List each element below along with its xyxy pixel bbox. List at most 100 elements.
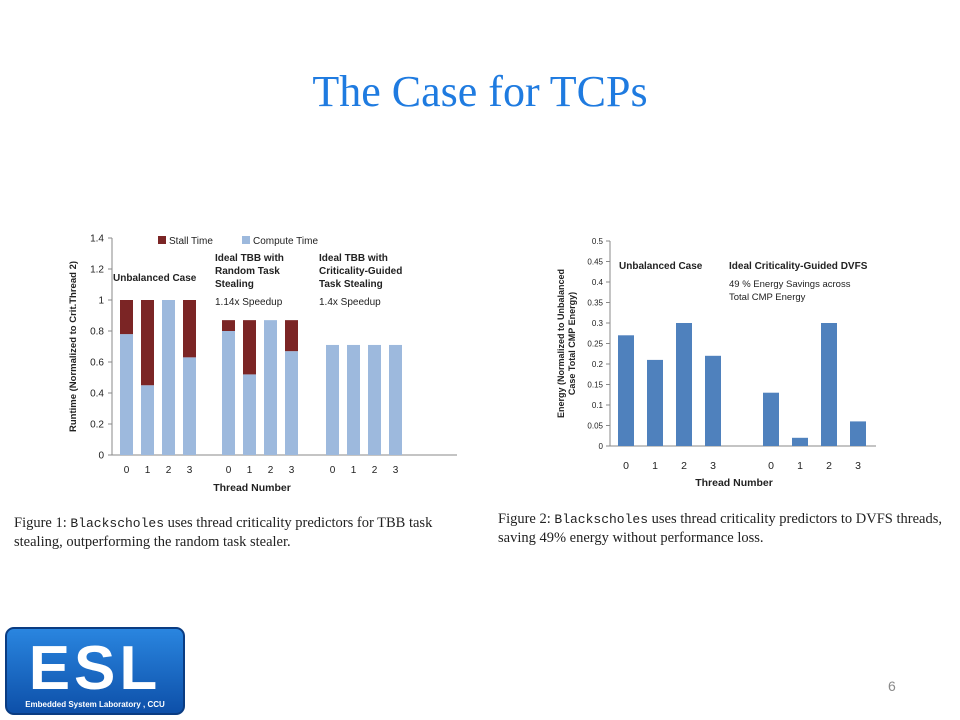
group-title: Ideal Criticality-Guided DVFS	[729, 261, 868, 272]
esl-logo-svg: ESL Embedded System Laboratory , CCU	[5, 627, 185, 715]
stall-bar	[120, 300, 133, 335]
y-axis-label: Runtime (Normalized to Crit.Thread 2)	[68, 261, 79, 432]
group-title: Ideal TBB with	[215, 253, 284, 264]
y-tick-label: 0.45	[587, 258, 603, 267]
figure1-caption-code: Blackscholes	[70, 516, 165, 531]
group-note: 49 % Energy Savings across	[729, 279, 851, 290]
y-tick-label: 0.1	[592, 401, 604, 410]
stall-bar	[141, 300, 154, 386]
y-tick-label: 0.3	[592, 319, 604, 328]
group-title: Random Task	[215, 266, 280, 277]
compute-bar	[183, 357, 196, 455]
stall-bar	[222, 320, 235, 331]
x-axis-label: Thread Number	[695, 477, 773, 489]
compute-bar	[141, 385, 154, 455]
compute-bar	[162, 300, 175, 455]
logo-letters: ESL	[29, 634, 162, 703]
y-axis-label: Case Total CMP Energy)	[567, 292, 577, 395]
group-title: Unbalanced Case	[619, 261, 703, 272]
y-tick-label: 0	[98, 451, 104, 462]
x-tick-label: 2	[166, 465, 172, 476]
compute-bar	[243, 374, 256, 455]
legend-label-compute: Compute Time	[253, 236, 318, 247]
x-tick-label: 0	[623, 460, 629, 472]
y-tick-label: 0.5	[592, 237, 604, 246]
y-tick-label: 1	[98, 296, 104, 307]
y-tick-label: 0.2	[90, 420, 104, 431]
x-tick-label: 0	[226, 465, 232, 476]
x-tick-label: 2	[372, 465, 378, 476]
energy-bar	[705, 355, 721, 446]
group-title: Criticality-Guided	[319, 266, 402, 277]
figure1-caption-text: uses thread criticality predictors for T…	[14, 515, 433, 550]
y-axis-label: Energy (Normalized to Unbalanced	[556, 269, 566, 418]
y-tick-label: 0	[599, 442, 604, 451]
logo-background	[5, 627, 185, 715]
page-number: 6	[888, 678, 896, 694]
group-note: Total CMP Energy	[729, 292, 806, 303]
energy-bar	[850, 421, 866, 446]
energy-bar	[763, 392, 779, 446]
compute-bar	[368, 344, 381, 455]
energy-bar	[647, 359, 663, 446]
stall-bar	[243, 320, 256, 375]
energy-bar	[821, 323, 837, 446]
compute-bar	[389, 344, 402, 455]
legend-swatch-compute	[242, 236, 250, 244]
group-title: Task Stealing	[319, 279, 383, 290]
y-tick-label: 1.4	[90, 234, 104, 245]
legend-swatch-stall	[158, 236, 166, 244]
x-tick-label: 0	[124, 465, 130, 476]
energy-chart-svg: 0 0.05 0.1 0.15 0.2 0.25 0.3 0.35 0.4 0.45 0.5 Ener…	[556, 237, 876, 489]
compute-bar	[264, 320, 277, 455]
compute-bar	[285, 351, 298, 455]
y-tick-label: 0.4	[90, 389, 104, 400]
figure1-caption-prefix: Figure 1:	[14, 515, 67, 531]
y-tick-label: 0.8	[90, 327, 104, 338]
group-note: 1.4x Speedup	[319, 297, 381, 308]
compute-bar	[347, 344, 360, 455]
figure2-caption-code: Blackscholes	[554, 512, 649, 527]
y-tick-label: 0.35	[587, 299, 603, 308]
x-tick-label: 0	[768, 460, 774, 472]
compute-bar	[222, 331, 235, 455]
group-title: Ideal TBB with	[319, 253, 388, 264]
x-tick-label: 3	[710, 460, 716, 472]
stall-bar	[183, 300, 196, 358]
legend-label-stall: Stall Time	[169, 236, 213, 247]
figure1-caption: Figure 1: Blackscholes uses thread criti…	[14, 514, 474, 551]
x-axis-label: Thread Number	[213, 482, 291, 494]
x-tick-label: 3	[187, 465, 193, 476]
x-tick-label: 1	[351, 465, 357, 476]
y-tick-label: 0.05	[587, 422, 603, 431]
group-title: Stealing	[215, 279, 254, 290]
figure2-caption-text: uses thread criticality predictors to DV…	[498, 511, 942, 546]
figure2-caption: Figure 2: Blackscholes uses thread criti…	[498, 510, 950, 547]
x-tick-label: 0	[330, 465, 336, 476]
y-tick-label: 0.25	[587, 340, 603, 349]
compute-bar	[120, 334, 133, 455]
runtime-chart-svg: 0 0.2 0.4 0.6 0.8 1 1.2 1.4 Runtime (Normalized …	[68, 234, 457, 494]
logo-subtitle: Embedded System Laboratory , CCU	[25, 700, 165, 709]
esl-logo: ESL Embedded System Laboratory , CCU	[5, 627, 185, 715]
x-tick-label: 3	[289, 465, 295, 476]
x-tick-label: 1	[247, 465, 253, 476]
x-tick-label: 1	[797, 460, 803, 472]
energy-bar	[792, 437, 808, 446]
x-tick-label: 2	[681, 460, 687, 472]
group-title: Unbalanced Case	[113, 273, 197, 284]
y-tick-label: 0.15	[587, 381, 603, 390]
y-tick-label: 0.6	[90, 358, 104, 369]
x-tick-label: 3	[393, 465, 399, 476]
energy-chart: 0 0.05 0.1 0.15 0.2 0.25 0.3 0.35 0.4 0.45 0.5 Ener…	[548, 228, 888, 493]
stall-bar	[285, 320, 298, 352]
x-tick-label: 2	[268, 465, 274, 476]
x-tick-label: 1	[652, 460, 658, 472]
y-tick-label: 1.2	[90, 265, 104, 276]
group-note: 1.14x Speedup	[215, 297, 283, 308]
compute-bar	[326, 344, 339, 455]
y-tick-label: 0.2	[592, 360, 604, 369]
x-tick-label: 1	[145, 465, 151, 476]
energy-bar	[676, 323, 692, 446]
figure2-caption-prefix: Figure 2:	[498, 511, 551, 527]
